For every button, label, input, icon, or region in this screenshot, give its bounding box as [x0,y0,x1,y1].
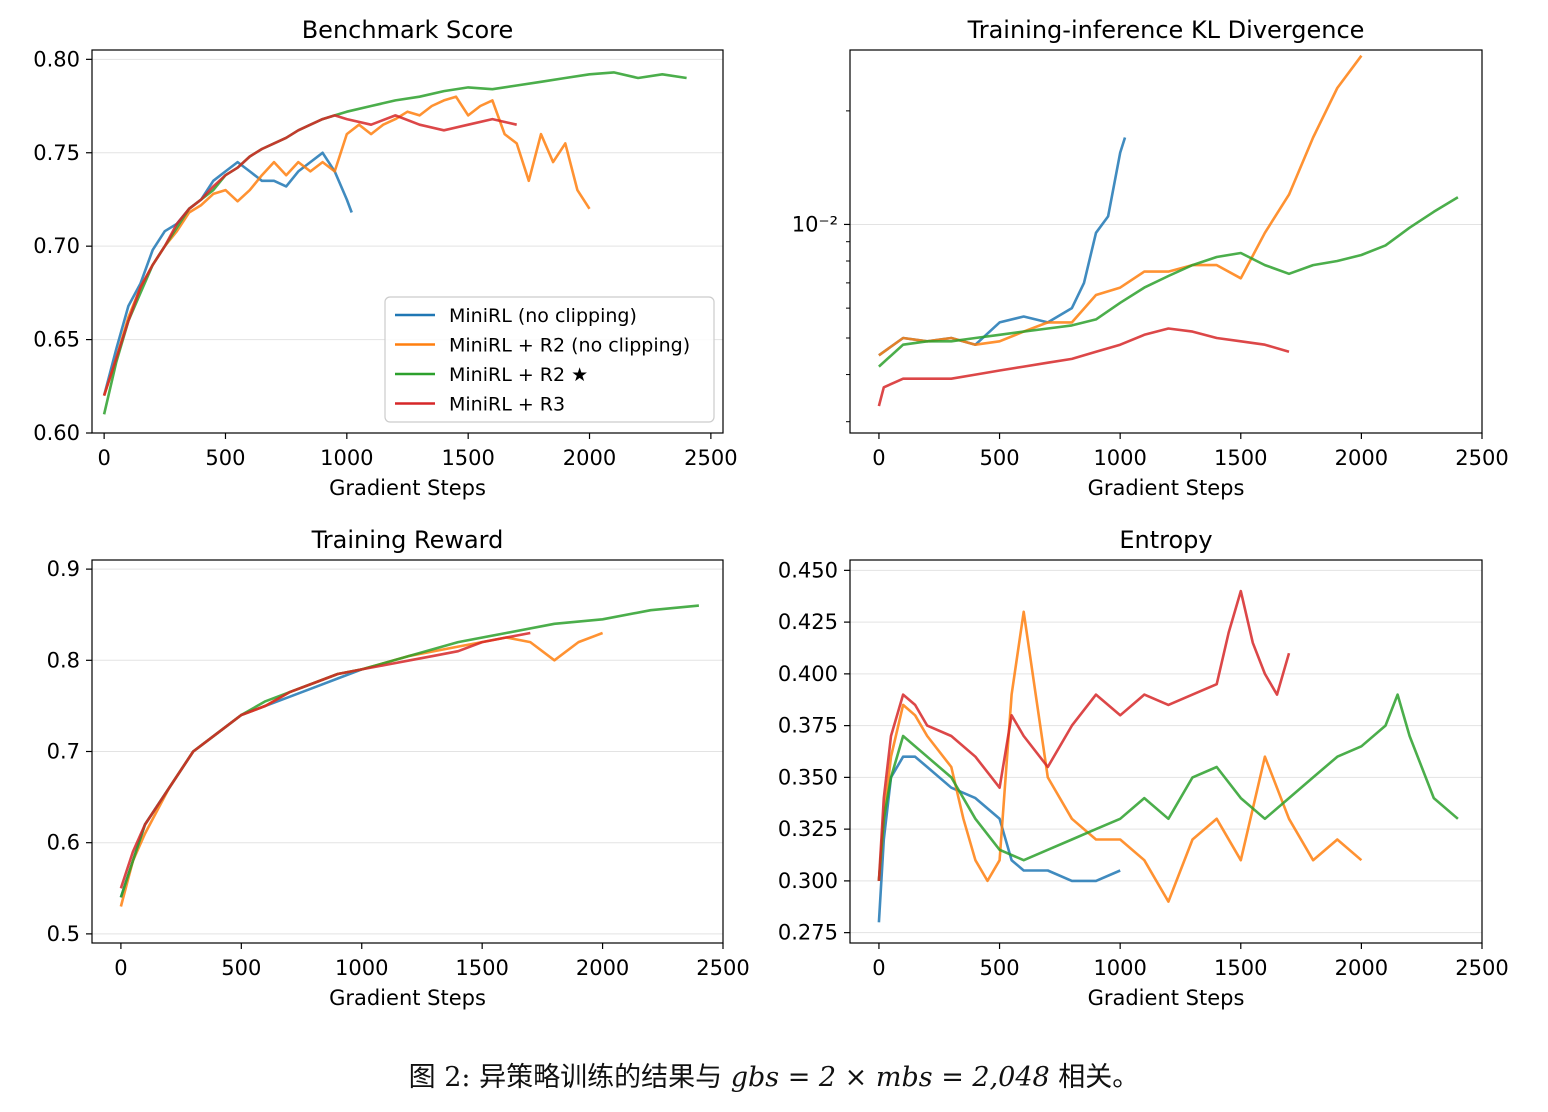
y-tick-label: 0.275 [778,921,838,945]
x-tick-label: 2000 [576,956,629,980]
panel-benchmark-score: 0 500 1000 1500 2000 2500 0.60 0.65 0.70 0.75 0.80… [33,16,737,500]
chart-title: Training Reward [311,526,504,554]
axes-frame [849,49,1483,434]
x-tick-label: 2500 [1455,446,1508,470]
legend-label: MiniRL (no clipping) [449,305,637,327]
chart-title: Benchmark Score [302,16,514,44]
y-tick-label: 0.300 [778,869,838,893]
y-tick-label: 0.8 [47,648,80,672]
series-line-1 [119,631,604,907]
figure-caption: 图 2: 异策略训练的结果与 gbs = 2 × mbs = 2,048 相关。 [0,1055,1548,1094]
y-tick-label: 0.450 [778,558,838,582]
y-tick-label: 0.60 [33,421,80,445]
y-tick-label: 0.400 [778,662,838,686]
y-tick-label: 10⁻² [792,212,838,236]
series-line-2 [877,693,1459,882]
x-axis-label: Gradient Steps [1088,476,1245,500]
x-tick-label: 0 [872,446,885,470]
axes-frame [91,49,724,434]
x-tick-label: 1500 [1214,956,1267,980]
x-tick-label: 500 [205,446,245,470]
y-tick-label: 0.9 [47,557,80,581]
panel-entropy: 0 500 1000 1500 2000 2500 0.275 0.300 0.325 0.350… [778,526,1509,1010]
x-tick-label: 1000 [1093,446,1146,470]
series-line-1 [102,95,591,397]
x-tick-label: 2000 [1335,956,1388,980]
x-tick-label: 2500 [696,956,749,980]
series-line-2 [878,196,1459,368]
series-line-3 [877,589,1291,881]
y-tick-label: 0.7 [47,740,80,764]
x-tick-label: 0 [114,956,127,980]
caption-suffix: 相关。 [1049,1062,1140,1093]
x-tick-label: 500 [221,956,261,980]
y-tick-label: 0.80 [33,47,80,71]
legend: MiniRL (no clipping) MiniRL + R2 (no clip… [384,296,715,423]
series-line-3 [119,631,531,889]
x-tick-label: 1000 [1093,956,1146,980]
y-tick-label: 0.325 [778,817,838,841]
x-axis-label: Gradient Steps [1088,986,1245,1010]
axes-frame [849,559,1483,944]
chart-title: Entropy [1119,526,1212,554]
x-tick-label: 1500 [455,956,508,980]
x-tick-label: 0 [872,956,885,980]
x-tick-label: 1500 [441,446,494,470]
y-tick-label: 0.65 [33,328,80,352]
x-tick-label: 1500 [1214,446,1267,470]
x-tick-label: 2000 [563,446,616,470]
chart-title: Training-inference KL Divergence [967,16,1365,44]
series-line-1 [878,54,1363,357]
y-tick-label: 0.6 [47,831,80,855]
x-tick-label: 0 [97,446,110,470]
x-tick-label: 500 [980,956,1020,980]
series-line-0 [119,668,363,898]
y-tick-label: 0.75 [33,141,80,165]
series-line-0 [102,151,353,396]
y-tick-label: 0.375 [778,714,838,738]
panel-kl-divergence: 0 500 1000 1500 2000 2500 10⁻² Training-inferen… [792,16,1509,500]
legend-label: MiniRL + R3 [449,394,565,416]
y-tick-label: 0.5 [47,922,80,946]
series-line-3 [877,327,1290,407]
y-tick-label: 0.70 [33,234,80,258]
x-tick-label: 2500 [1455,956,1508,980]
x-tick-label: 500 [980,446,1020,470]
caption-math: gbs = 2 × mbs = 2,048 [730,1062,1050,1093]
y-tick-label: 0.350 [778,765,838,789]
x-tick-label: 2000 [1335,446,1388,470]
x-axis-label: Gradient Steps [329,986,486,1010]
caption-prefix: 图 2: 异策略训练的结果与 [408,1062,731,1093]
legend-label: MiniRL + R2 ★ [449,364,588,386]
series-line-0 [877,755,1121,923]
y-tick-label: 0.425 [778,610,838,634]
legend-label: MiniRL + R2 (no clipping) [449,335,690,357]
x-tick-label: 1000 [335,956,388,980]
series-line-3 [102,114,517,397]
panel-training-reward: 0 500 1000 1500 2000 2500 0.5 0.6 0.7 0.8 0.9 Train… [47,526,750,1010]
x-tick-label: 1000 [320,446,373,470]
x-axis-label: Gradient Steps [329,476,486,500]
legend-box [384,296,715,423]
x-tick-label: 2500 [684,446,737,470]
